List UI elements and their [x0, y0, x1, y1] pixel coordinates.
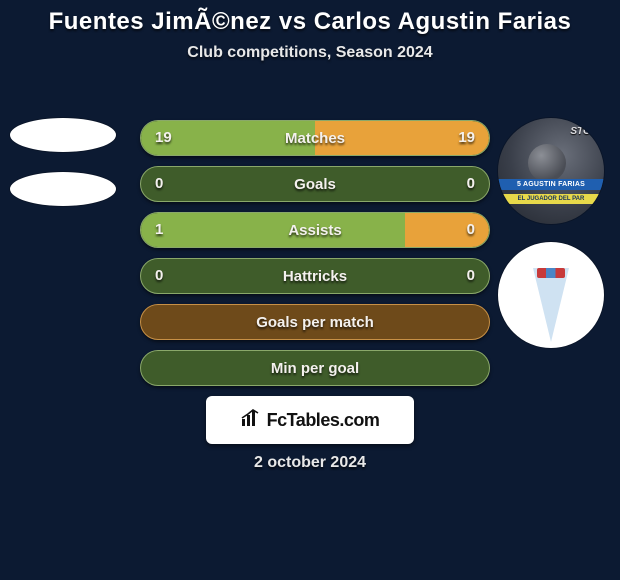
stat-row: Matches 19 19 — [140, 120, 490, 156]
stat-value-left: 0 — [155, 175, 163, 192]
stats-bar-chart: Matches1919Goals00Assists10Hattricks00Go… — [140, 120, 490, 396]
stat-row: Goals 0 0 — [140, 166, 490, 202]
brand-badge[interactable]: FcTables.com — [206, 396, 414, 444]
stat-row: Goals per match — [140, 304, 490, 340]
player2-avatar: STON 5 AGUSTIN FARIAS EL JUGADOR DEL PAR — [498, 118, 604, 224]
brand-logo: FcTables.com — [241, 409, 380, 432]
player2-banner-bottom: EL JUGADOR DEL PAR — [498, 194, 604, 204]
stat-row: Assists 1 0 — [140, 212, 490, 248]
footer-date: 2 october 2024 — [0, 454, 620, 472]
pennant-icon — [533, 268, 569, 342]
stat-fill-left — [141, 213, 405, 247]
stat-value-left: 19 — [155, 129, 172, 146]
stat-value-left: 0 — [155, 267, 163, 284]
player2-tag: STON — [570, 126, 598, 137]
stat-row: Hattricks 0 0 — [140, 258, 490, 294]
brand-text: FcTables.com — [267, 410, 380, 431]
stat-value-right: 0 — [467, 221, 475, 238]
page-subtitle: Club competitions, Season 2024 — [0, 44, 620, 62]
microphone-icon — [528, 144, 566, 182]
stat-value-left: 1 — [155, 221, 163, 238]
stat-label: Goals per match — [256, 314, 374, 331]
stat-fill-right — [405, 213, 489, 247]
right-avatar-column: STON 5 AGUSTIN FARIAS EL JUGADOR DEL PAR — [498, 118, 608, 366]
stat-label: Goals — [294, 176, 336, 193]
player2-banner-top: 5 AGUSTIN FARIAS — [498, 179, 604, 190]
stat-value-right: 0 — [467, 267, 475, 284]
player2-club-crest — [498, 242, 604, 348]
stat-label: Matches — [285, 130, 345, 147]
player1-avatar-placeholder — [10, 118, 116, 152]
left-avatar-column — [10, 118, 120, 226]
page-title: Fuentes JimÃ©nez vs Carlos Agustin Faria… — [0, 0, 620, 40]
stat-label: Assists — [288, 222, 341, 239]
stat-value-right: 0 — [467, 175, 475, 192]
barchart-icon — [241, 409, 263, 432]
player1-club-placeholder — [10, 172, 116, 206]
stat-label: Hattricks — [283, 268, 347, 285]
stat-value-right: 19 — [458, 129, 475, 146]
stat-row: Min per goal — [140, 350, 490, 386]
stat-label: Min per goal — [271, 360, 359, 377]
